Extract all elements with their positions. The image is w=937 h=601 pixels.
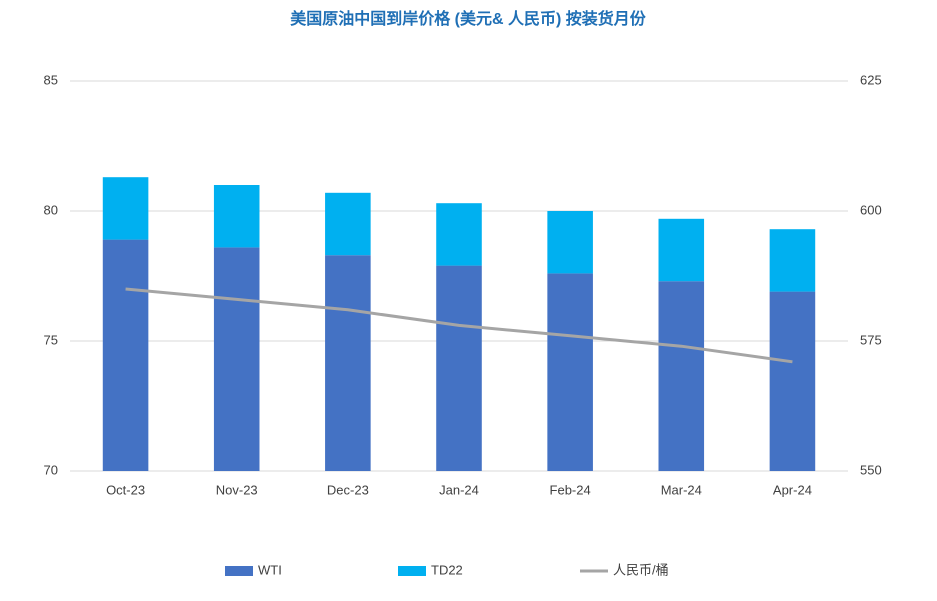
bar xyxy=(102,177,149,240)
x-tick-label: Feb-24 xyxy=(550,482,591,497)
y2-tick-label: 550 xyxy=(860,462,882,477)
bar xyxy=(325,192,371,256)
bar xyxy=(102,239,149,471)
bar xyxy=(769,229,816,292)
y-tick-label: 70 xyxy=(44,462,58,477)
x-tick-label: Jan-24 xyxy=(439,482,479,497)
legend-label: 人民币/桶 xyxy=(613,562,669,577)
line xyxy=(125,287,793,364)
y-tick-label: 75 xyxy=(44,332,58,347)
bar xyxy=(436,203,482,266)
x-tick-label: Oct-23 xyxy=(106,482,145,497)
legend-label: TD22 xyxy=(431,562,463,577)
x-tick-label: Dec-23 xyxy=(327,482,369,497)
y-tick-label: 80 xyxy=(44,202,58,217)
bar xyxy=(436,265,482,471)
x-tick-label: Mar-24 xyxy=(661,482,702,497)
y2-tick-label: 625 xyxy=(860,72,882,87)
bar xyxy=(658,218,705,282)
bar xyxy=(769,291,816,471)
legend-swatch xyxy=(398,566,426,576)
y2-tick-label: 575 xyxy=(860,332,882,347)
y-tick-label: 85 xyxy=(44,72,58,87)
x-tick-label: Nov-23 xyxy=(216,482,258,497)
bar xyxy=(325,255,371,471)
x-tick-label: Apr-24 xyxy=(773,482,812,497)
y2-tick-label: 600 xyxy=(860,202,882,217)
bar xyxy=(547,211,593,274)
bar xyxy=(213,247,260,471)
legend-label: WTI xyxy=(258,562,282,577)
chart-title: 美国原油中国到岸价格 (美元& 人民币) 按装货月份 xyxy=(290,9,647,28)
bar xyxy=(547,273,593,471)
bar xyxy=(658,281,705,471)
legend-swatch xyxy=(225,566,253,576)
bar xyxy=(213,185,260,248)
